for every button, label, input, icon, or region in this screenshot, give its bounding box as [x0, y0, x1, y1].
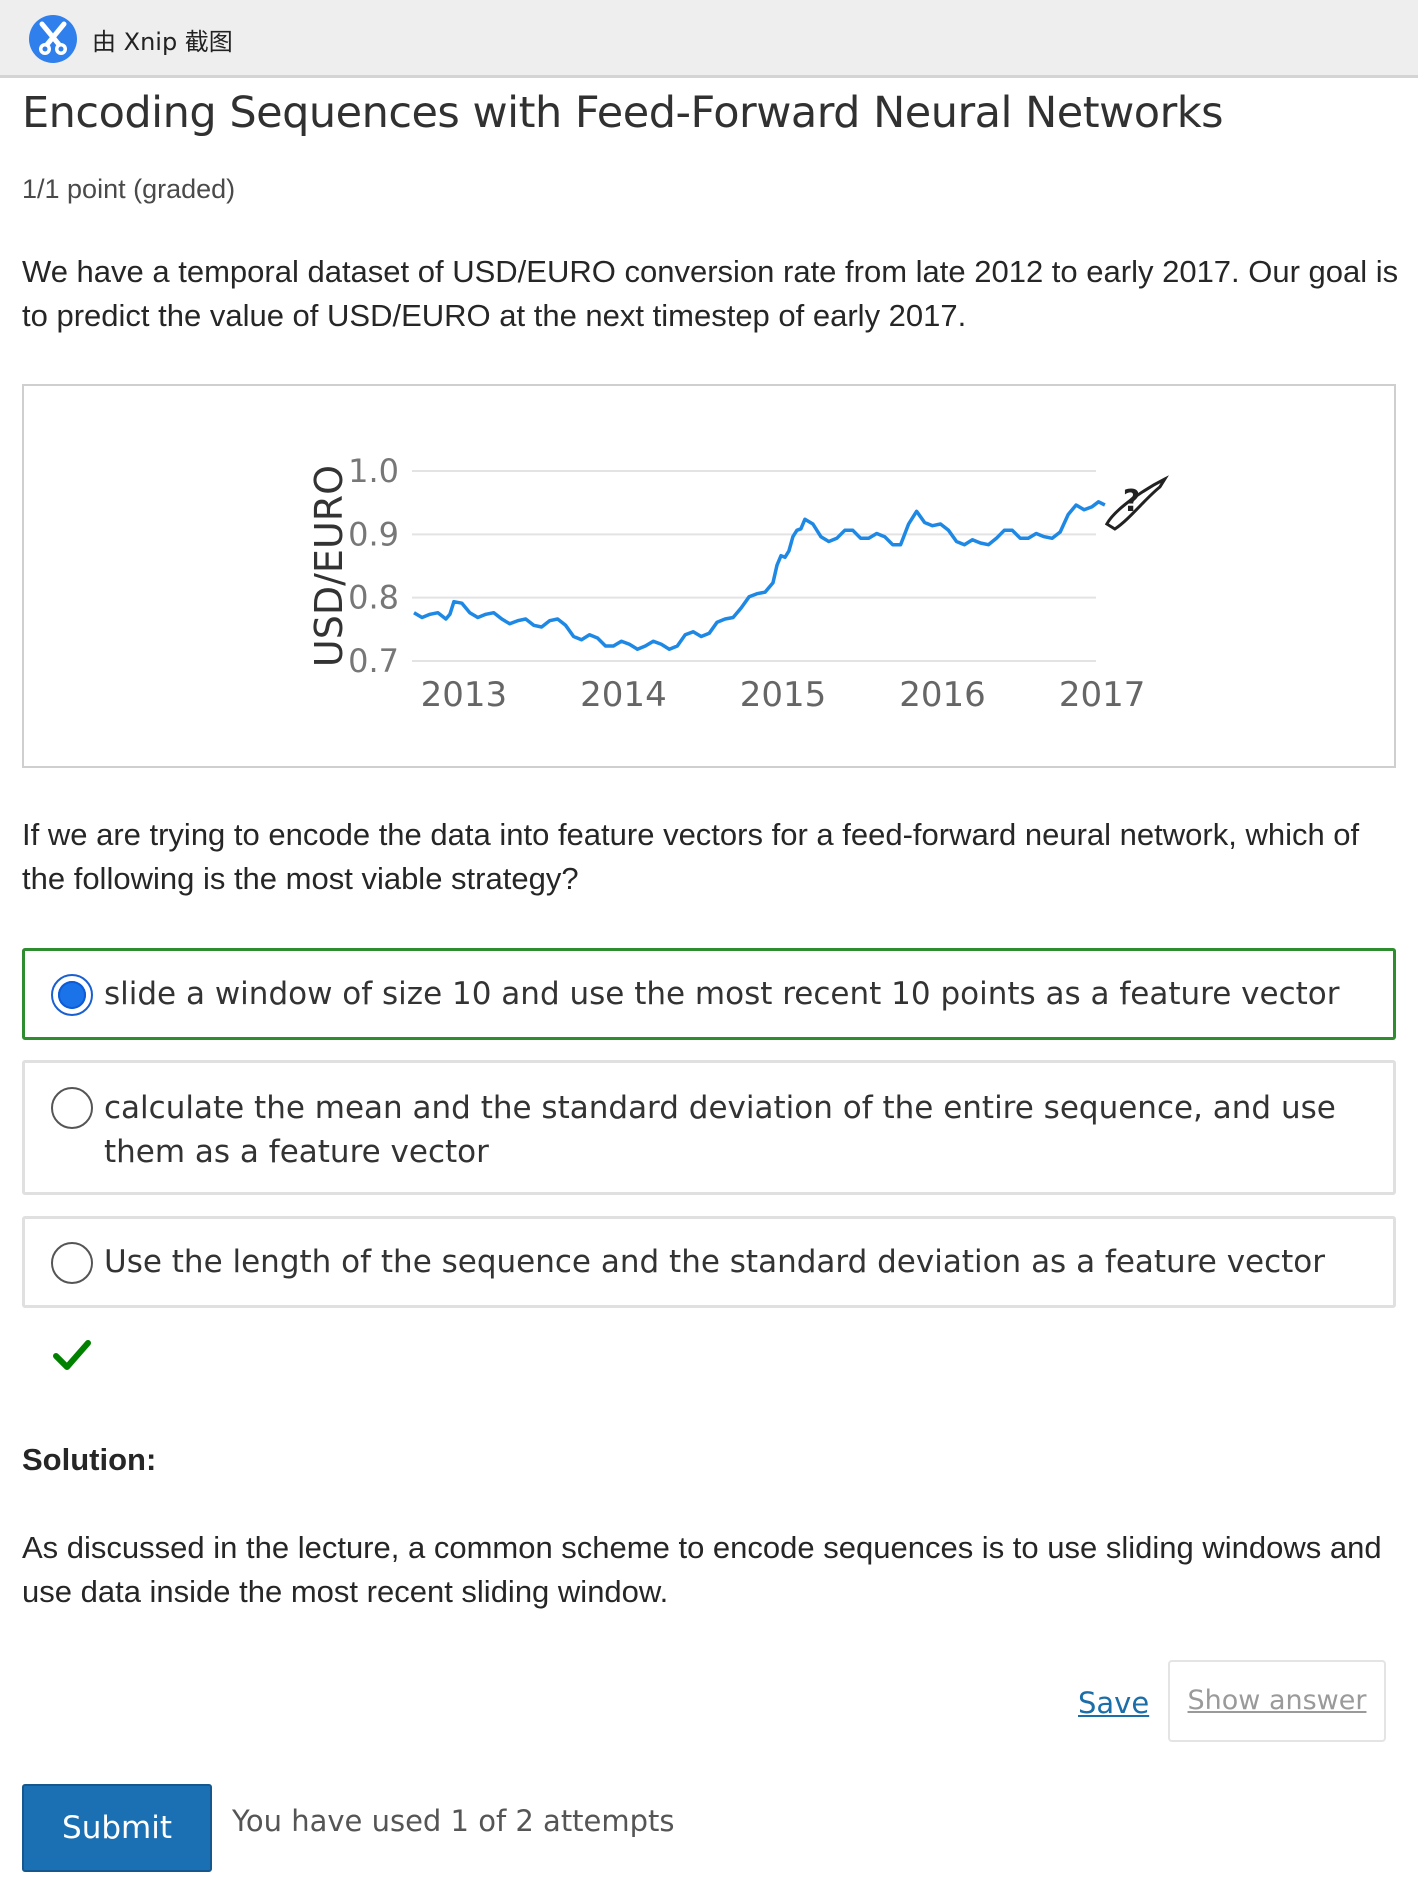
- question-text: If we are trying to encode the data into…: [22, 817, 1360, 896]
- choice-label: slide a window of size 10 and use the mo…: [104, 976, 1340, 1012]
- y-tick-label: 1.0: [348, 452, 399, 490]
- radio-button[interactable]: [51, 1087, 93, 1129]
- choice-option-2[interactable]: calculate the mean and the standard devi…: [22, 1060, 1396, 1195]
- xnip-scissors-icon: [29, 15, 77, 63]
- solution-text: As discussed in the lecture, a common sc…: [22, 1530, 1382, 1609]
- attempts-status: You have used 1 of 2 attempts: [232, 1804, 675, 1838]
- screenshot-tool-bar: 由 Xnip 截图: [0, 0, 1418, 78]
- problem-title: Encoding Sequences with Feed-Forward Neu…: [22, 88, 1224, 138]
- problem-intro: We have a temporal dataset of USD/EURO c…: [22, 254, 1399, 333]
- y-tick-label: 0.7: [348, 642, 399, 680]
- choice-option-1[interactable]: slide a window of size 10 and use the mo…: [22, 948, 1396, 1040]
- x-tick-label: 2014: [580, 675, 667, 715]
- x-tick-label: 2017: [1059, 675, 1146, 715]
- save-link[interactable]: Save: [1078, 1686, 1150, 1720]
- x-tick-label: 2015: [740, 675, 827, 715]
- chart-figure: 0.7 0.8 0.9 1.0 2013 2014 2015 2016 2017 USD/EURO…: [22, 384, 1396, 768]
- radio-button[interactable]: [51, 1242, 93, 1284]
- y-tick-label: 0.8: [348, 579, 399, 617]
- x-tick-label: 2016: [899, 675, 986, 715]
- x-tick-label: 2013: [421, 675, 508, 715]
- radio-button-checked[interactable]: [51, 974, 93, 1016]
- question-cursor-icon: ?: [1104, 475, 1169, 531]
- usd-euro-line-chart: 0.7 0.8 0.9 1.0 2013 2014 2015 2016 2017 USD/EURO…: [307, 452, 1169, 715]
- show-answer-button[interactable]: Show answer: [1168, 1660, 1386, 1742]
- solution-heading: Solution:: [22, 1442, 157, 1477]
- y-tick-label: 0.9: [348, 515, 399, 553]
- choice-label: calculate the mean and the standard devi…: [104, 1090, 1336, 1170]
- xnip-label: 由 Xnip 截图: [92, 28, 233, 56]
- checkmark-icon: [53, 1340, 91, 1370]
- choice-option-3[interactable]: Use the length of the sequence and the s…: [22, 1216, 1396, 1308]
- y-axis-label: USD/EURO: [307, 465, 351, 667]
- points-status: 1/1 point (graded): [22, 174, 236, 204]
- submit-button[interactable]: Submit: [22, 1784, 212, 1872]
- choice-label: Use the length of the sequence and the s…: [104, 1244, 1326, 1280]
- svg-text:?: ?: [1123, 484, 1140, 519]
- series-line: [413, 500, 1106, 651]
